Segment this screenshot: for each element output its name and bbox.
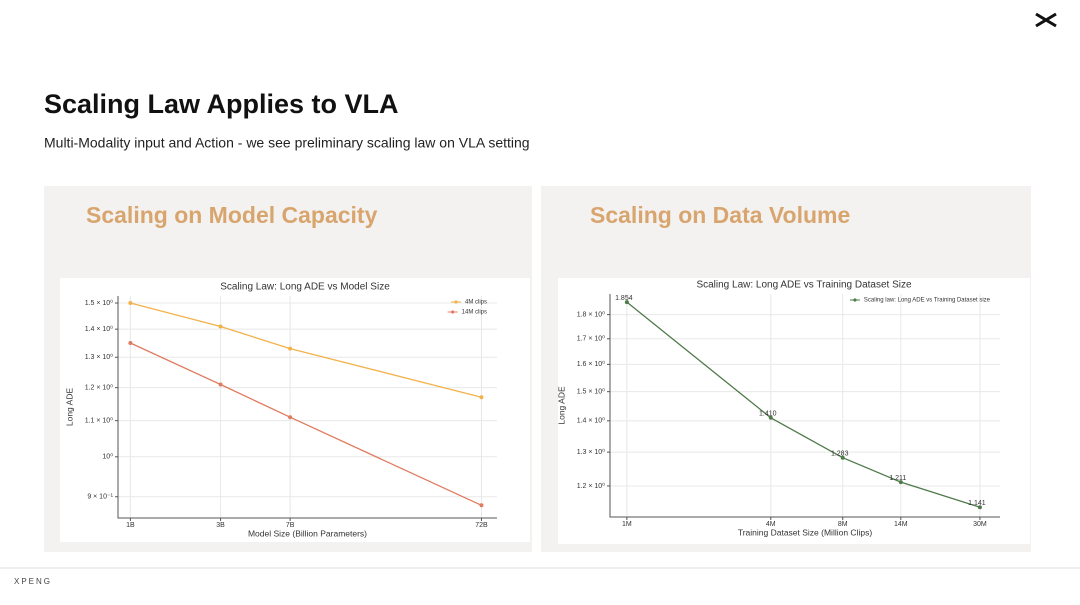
x-axis-label: Training Dataset Size (Million Clips) — [738, 527, 872, 537]
value-label: 1.410 — [759, 411, 777, 418]
point — [840, 455, 845, 460]
value-label: 1.141 — [968, 500, 986, 507]
y-tick-label: 1.5 × 10⁰ — [85, 299, 113, 307]
chart-title: Scaling Law: Long ADE vs Training Datase… — [696, 280, 912, 291]
point — [218, 382, 223, 387]
x-tick-label: 4M — [766, 521, 776, 528]
y-tick-label: 1.4 × 10⁰ — [577, 417, 605, 425]
x-tick-label: 1M — [622, 521, 632, 528]
chart-box — [60, 278, 530, 542]
footer-brand: XPENG — [14, 577, 52, 586]
y-tick-label: 1.1 × 10⁰ — [85, 416, 113, 424]
point — [977, 505, 982, 510]
point — [288, 415, 293, 420]
slide-subtitle: Multi-Modality input and Action - we see… — [44, 135, 530, 151]
logo — [1035, 12, 1057, 28]
legend-label: Scaling law: Long ADE vs Training Datase… — [864, 298, 991, 304]
chart-title: Scaling Law: Long ADE vs Model Size — [220, 282, 390, 293]
x-tick-label: 7B — [286, 522, 295, 529]
axes-frame — [117, 296, 497, 519]
x-tick-label: 72B — [475, 522, 488, 529]
point — [898, 480, 903, 485]
y-tick-label: 1.7 × 10⁰ — [577, 335, 605, 343]
x-tick-label: 3B — [216, 522, 225, 529]
y-tick-label: 1.2 × 10⁰ — [577, 482, 605, 490]
series-line — [130, 342, 482, 506]
chart-box — [558, 278, 1030, 544]
legend-marker — [454, 300, 458, 304]
y-tick-label: 1.4 × 10⁰ — [85, 325, 113, 333]
point — [128, 301, 133, 306]
y-tick-label: 1.3 × 10⁰ — [577, 448, 605, 456]
point — [288, 346, 293, 351]
x-tick-label: 30M — [973, 521, 987, 528]
panel-heading: Scaling on Model Capacity — [86, 202, 378, 228]
legend-label: 14M clips — [462, 310, 487, 316]
point — [218, 324, 223, 329]
value-label: 1.854 — [615, 295, 633, 302]
x-tick-label: 14M — [894, 521, 908, 528]
y-tick-label: 1.8 × 10⁰ — [577, 310, 605, 318]
y-tick-label: 1.3 × 10⁰ — [85, 353, 113, 361]
y-tick-label: 9 × 10⁻¹ — [87, 494, 113, 501]
axes-frame — [609, 294, 1000, 518]
y-tick-label: 10⁰ — [102, 453, 113, 461]
x-axis-label: Model Size (Billion Parameters) — [248, 528, 367, 538]
point — [479, 395, 484, 400]
slide-title: Scaling Law Applies to VLA — [44, 89, 399, 119]
legend-label: 4M clips — [465, 300, 487, 306]
y-tick-label: 1.5 × 10⁰ — [577, 388, 605, 396]
legend-marker — [451, 310, 455, 314]
y-tick-label: 1.6 × 10⁰ — [577, 360, 605, 368]
value-label: 1.211 — [889, 475, 906, 482]
point — [624, 300, 629, 305]
panel-heading: Scaling on Data Volume — [590, 202, 850, 228]
series-line — [130, 302, 482, 398]
point — [479, 503, 484, 508]
y-axis-label: Long ADE — [556, 386, 566, 425]
x-tick-label: 1B — [126, 522, 135, 529]
point — [768, 415, 773, 420]
point — [128, 340, 133, 345]
y-tick-label: 1.2 × 10⁰ — [85, 383, 113, 391]
legend-marker — [853, 298, 857, 302]
value-label: 1.283 — [831, 451, 849, 458]
x-tick-label: 8M — [838, 521, 848, 528]
y-axis-label: Long ADE — [64, 388, 74, 427]
